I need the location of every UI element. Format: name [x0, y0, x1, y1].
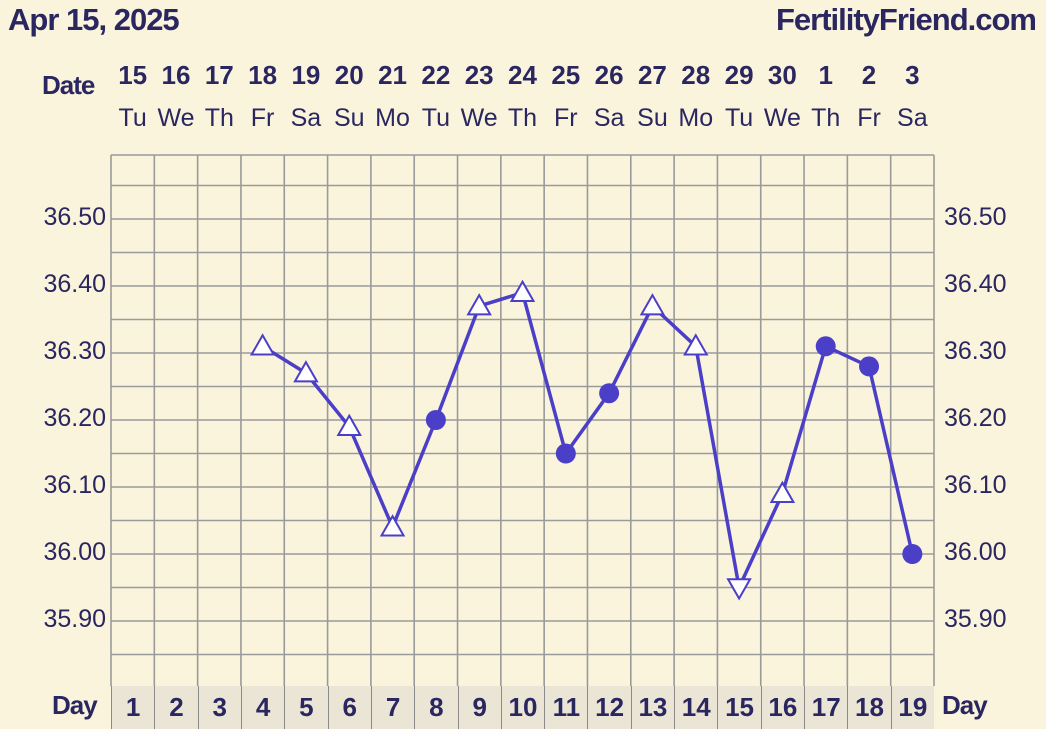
cycle-day-cell[interactable]: 4: [240, 686, 285, 729]
weekday-label: We: [460, 104, 498, 132]
weekday-label: Su: [333, 104, 365, 132]
temp-point-dot: [902, 544, 923, 564]
cycle-day-cell[interactable]: 11: [544, 686, 588, 729]
cycle-day-cell[interactable]: 13: [630, 686, 675, 729]
cycle-day-cell[interactable]: 9: [457, 686, 501, 729]
y-tick-label-left: 36.50: [43, 203, 106, 231]
temp-point-triangle-up: [639, 293, 666, 316]
date-number: 21: [378, 60, 407, 90]
cycle-day-cell[interactable]: 5: [284, 686, 328, 729]
weekday-label: Fr: [250, 104, 275, 132]
date-number: 24: [508, 60, 537, 90]
weekday-label: We: [763, 104, 801, 132]
weekday-label: Tu: [421, 104, 450, 132]
temp-point-triangle-up: [336, 413, 362, 436]
date-number: 25: [551, 60, 581, 90]
weekday-label: Sa: [897, 104, 928, 132]
date-number: 30: [767, 60, 797, 90]
weekday-label: Mo: [375, 104, 410, 132]
weekday-label: Th: [204, 104, 234, 132]
date-number: 15: [118, 60, 148, 90]
temp-point-triangle-up: [509, 279, 536, 302]
temp-point-triangle-up: [769, 480, 796, 503]
date-number: 22: [421, 60, 451, 90]
date-number: 23: [464, 60, 494, 90]
date-number: 18: [248, 60, 278, 90]
weekday-label: Su: [637, 104, 668, 132]
date-number: 28: [681, 60, 711, 90]
weekday-label: We: [157, 104, 195, 132]
y-tick-label-right: 36.00: [944, 538, 1007, 566]
cycle-day-cell[interactable]: 2: [154, 686, 198, 729]
weekday-label: Tu: [118, 104, 147, 132]
day-row-label-right: Day: [942, 690, 988, 720]
y-tick-label-left: 36.20: [43, 404, 106, 432]
date-number: 26: [594, 60, 624, 90]
cycle-day-cell[interactable]: 3: [197, 686, 241, 729]
cycle-day-cell[interactable]: 17: [804, 686, 848, 729]
y-tick-label-right: 36.10: [944, 471, 1007, 499]
weekday-label: Th: [811, 104, 841, 132]
date-number: 27: [637, 60, 667, 90]
date-number: 17: [204, 60, 234, 90]
cycle-day-cell[interactable]: 15: [717, 686, 761, 729]
cycle-day-cell[interactable]: 12: [587, 686, 631, 729]
cycle-day-cell[interactable]: 16: [760, 686, 805, 729]
date-number: 20: [334, 60, 364, 90]
y-tick-label-left: 36.00: [43, 538, 106, 566]
y-tick-label-left: 36.40: [43, 270, 106, 298]
date-row-label: Date: [42, 70, 95, 100]
cycle-day-cell[interactable]: 10: [500, 686, 545, 729]
temp-point-dot: [815, 336, 836, 357]
y-tick-label-left: 35.90: [43, 605, 106, 633]
weekday-label: Fr: [554, 104, 578, 132]
site-name[interactable]: FertilityFriend.com: [775, 2, 1037, 37]
weekday-label: Mo: [678, 104, 714, 132]
day-row-label-left: Day: [52, 690, 98, 720]
y-tick-label-right: 36.30: [944, 337, 1007, 365]
temp-point-dot: [859, 356, 880, 377]
cycle-day-cell[interactable]: 19: [890, 686, 934, 729]
weekday-label: Fr: [857, 104, 881, 132]
temp-point-dot: [555, 443, 576, 464]
y-tick-label-right: 36.50: [944, 203, 1007, 231]
date-number: 29: [724, 60, 754, 90]
cycle-day-cell[interactable]: 18: [847, 686, 891, 729]
y-tick-label-right: 36.20: [944, 404, 1007, 432]
temp-point-triangle-up: [249, 333, 276, 356]
weekday-label: Sa: [290, 104, 322, 132]
temp-point-dot: [599, 383, 620, 404]
y-tick-label-left: 36.30: [43, 337, 106, 365]
chart-date-title: Apr 15, 2025: [8, 2, 180, 37]
weekday-label: Sa: [593, 104, 625, 132]
cycle-day-cell[interactable]: 7: [370, 686, 415, 729]
cycle-day-cell[interactable]: 1: [111, 686, 155, 729]
weekday-label: Th: [507, 104, 538, 132]
weekday-label: Tu: [724, 104, 754, 132]
cycle-day-cell[interactable]: 8: [414, 686, 458, 729]
y-tick-label-right: 35.90: [944, 605, 1007, 633]
temp-point-triangle-up: [293, 360, 319, 383]
y-tick-label-left: 36.10: [43, 471, 106, 499]
temp-point-triangle-up: [683, 333, 709, 356]
date-number: 3: [905, 60, 920, 90]
cycle-day-cell[interactable]: 14: [674, 686, 718, 729]
cycle-day-cell[interactable]: 6: [327, 686, 371, 729]
date-number: 1: [818, 60, 833, 90]
date-number: 19: [291, 60, 321, 90]
date-number: 16: [161, 60, 191, 90]
temp-point-triangle-down: [726, 578, 752, 601]
temp-point-dot: [425, 410, 446, 430]
temp-point-triangle-up: [466, 293, 492, 316]
temperature-line: [261, 290, 915, 590]
y-tick-label-right: 36.40: [944, 270, 1007, 298]
date-number: 2: [861, 60, 877, 90]
temp-point-triangle-up: [379, 514, 406, 537]
